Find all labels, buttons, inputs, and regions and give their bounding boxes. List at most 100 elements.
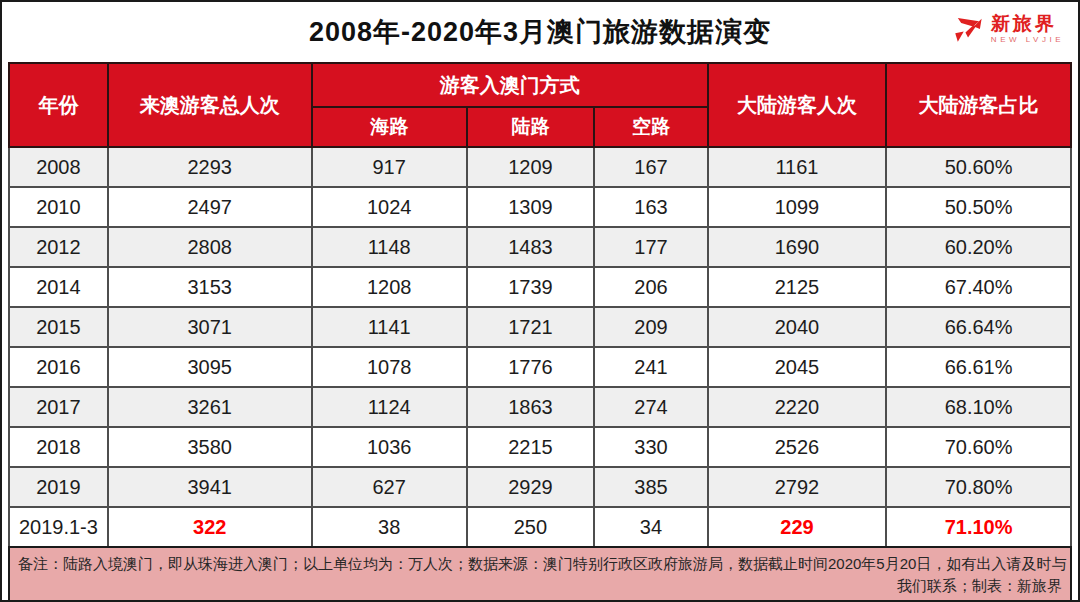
cell-mainland: 1690 [708,227,886,267]
cell-air: 167 [594,147,708,187]
cell-pct: 66.61% [886,347,1071,387]
cell-land: 1776 [467,347,594,387]
cell-year: 2016 [9,347,108,387]
cell-sea: 627 [312,467,467,507]
cell-mainland: 2792 [708,467,886,507]
footnote-line-2: 我们联系；制表：新旅界 [18,575,1062,597]
table-row: 2015307111411721209204066.64% [9,307,1071,347]
col-header-air-route: 空路 [594,107,708,147]
cell-mainland: 2220 [708,387,886,427]
cell-land: 2929 [467,467,594,507]
cell-air: 209 [594,307,708,347]
cell-land: 1863 [467,387,594,427]
cell-pct: 66.64% [886,307,1071,347]
cell-mainland: 2045 [708,347,886,387]
col-header-year: 年份 [9,63,108,147]
cell-year: 2015 [9,307,108,347]
cell-mainland: 229 [708,507,886,547]
brand-logo: 新旅界 NEW LVJIE [951,12,1064,46]
cell-air: 206 [594,267,708,307]
cell-total: 2808 [108,227,312,267]
table-row: 2010249710241309163109950.50% [9,187,1071,227]
footnote: 备注：陆路入境澳门，即从珠海进入澳门；以上单位均为：万人次；数据来源：澳门特别行… [8,546,1072,602]
cell-year: 2019.1-3 [9,507,108,547]
paper-plane-arrow-icon [951,12,985,46]
brand-subtitle: NEW LVJIE [991,35,1064,44]
cell-sea: 1141 [312,307,467,347]
cell-year: 2018 [9,427,108,467]
table-row: 200822939171209167116150.60% [9,147,1071,187]
cell-total: 322 [108,507,312,547]
cell-sea: 1148 [312,227,467,267]
cell-year: 2017 [9,387,108,427]
cell-year: 2019 [9,467,108,507]
table-row: 2014315312081739206212567.40% [9,267,1071,307]
footnote-line-1: 备注：陆路入境澳门，即从珠海进入澳门；以上单位均为：万人次；数据来源：澳门特别行… [18,553,1062,575]
cell-sea: 38 [312,507,467,547]
cell-air: 177 [594,227,708,267]
cell-air: 274 [594,387,708,427]
table-row: 2016309510781776241204566.61% [9,347,1071,387]
cell-pct: 71.10% [886,507,1071,547]
col-header-total-visitors: 来澳游客总人次 [108,63,312,147]
tourism-data-table: 年份 来澳游客总人次 游客入澳门方式 大陆游客人次 大陆游客占比 海路 陆路 空… [8,62,1072,548]
cell-air: 34 [594,507,708,547]
table-body: 200822939171209167116150.60%201024971024… [9,147,1071,547]
cell-pct: 70.80% [886,467,1071,507]
col-header-sea-route: 海路 [312,107,467,147]
cell-year: 2008 [9,147,108,187]
cell-year: 2012 [9,227,108,267]
cell-total: 3071 [108,307,312,347]
cell-total: 2497 [108,187,312,227]
cell-sea: 1208 [312,267,467,307]
table-row: 2017326111241863274222068.10% [9,387,1071,427]
cell-mainland: 1099 [708,187,886,227]
cell-mainland: 2526 [708,427,886,467]
cell-pct: 68.10% [886,387,1071,427]
cell-pct: 70.60% [886,427,1071,467]
cell-sea: 1078 [312,347,467,387]
cell-total: 2293 [108,147,312,187]
col-header-entry-mode-group: 游客入澳门方式 [312,63,708,107]
cell-air: 163 [594,187,708,227]
cell-total: 3941 [108,467,312,507]
cell-total: 3261 [108,387,312,427]
cell-land: 1309 [467,187,594,227]
cell-air: 241 [594,347,708,387]
cell-sea: 1024 [312,187,467,227]
col-header-land-route: 陆路 [467,107,594,147]
table-row: 201939416272929385279270.80% [9,467,1071,507]
cell-sea: 1036 [312,427,467,467]
cell-pct: 67.40% [886,267,1071,307]
cell-air: 330 [594,427,708,467]
cell-pct: 50.50% [886,187,1071,227]
cell-sea: 1124 [312,387,467,427]
table-row: 2019.1-3322382503422971.10% [9,507,1071,547]
brand-name: 新旅界 [991,14,1057,34]
cell-land: 1483 [467,227,594,267]
brand-logo-text: 新旅界 NEW LVJIE [991,14,1064,45]
cell-pct: 50.60% [886,147,1071,187]
cell-pct: 60.20% [886,227,1071,267]
cell-land: 1209 [467,147,594,187]
cell-mainland: 2125 [708,267,886,307]
cell-land: 1739 [467,267,594,307]
table-row: 2018358010362215330252670.60% [9,427,1071,467]
cell-land: 1721 [467,307,594,347]
cell-total: 3580 [108,427,312,467]
col-header-mainland-share: 大陆游客占比 [886,63,1071,147]
cell-mainland: 1161 [708,147,886,187]
table-header: 年份 来澳游客总人次 游客入澳门方式 大陆游客人次 大陆游客占比 海路 陆路 空… [9,63,1071,147]
cell-land: 2215 [467,427,594,467]
cell-year: 2014 [9,267,108,307]
cell-sea: 917 [312,147,467,187]
cell-total: 3153 [108,267,312,307]
title-bar: 2008年-2020年3月澳门旅游数据演变 新旅界 NEW LVJIE [2,2,1078,62]
page-title: 2008年-2020年3月澳门旅游数据演变 [309,14,771,50]
col-header-mainland-visitors: 大陆游客人次 [708,63,886,147]
cell-mainland: 2040 [708,307,886,347]
cell-year: 2010 [9,187,108,227]
table-row: 2012280811481483177169060.20% [9,227,1071,267]
cell-land: 250 [467,507,594,547]
macau-tourism-infographic: 2008年-2020年3月澳门旅游数据演变 新旅界 NEW LVJIE [0,0,1080,602]
